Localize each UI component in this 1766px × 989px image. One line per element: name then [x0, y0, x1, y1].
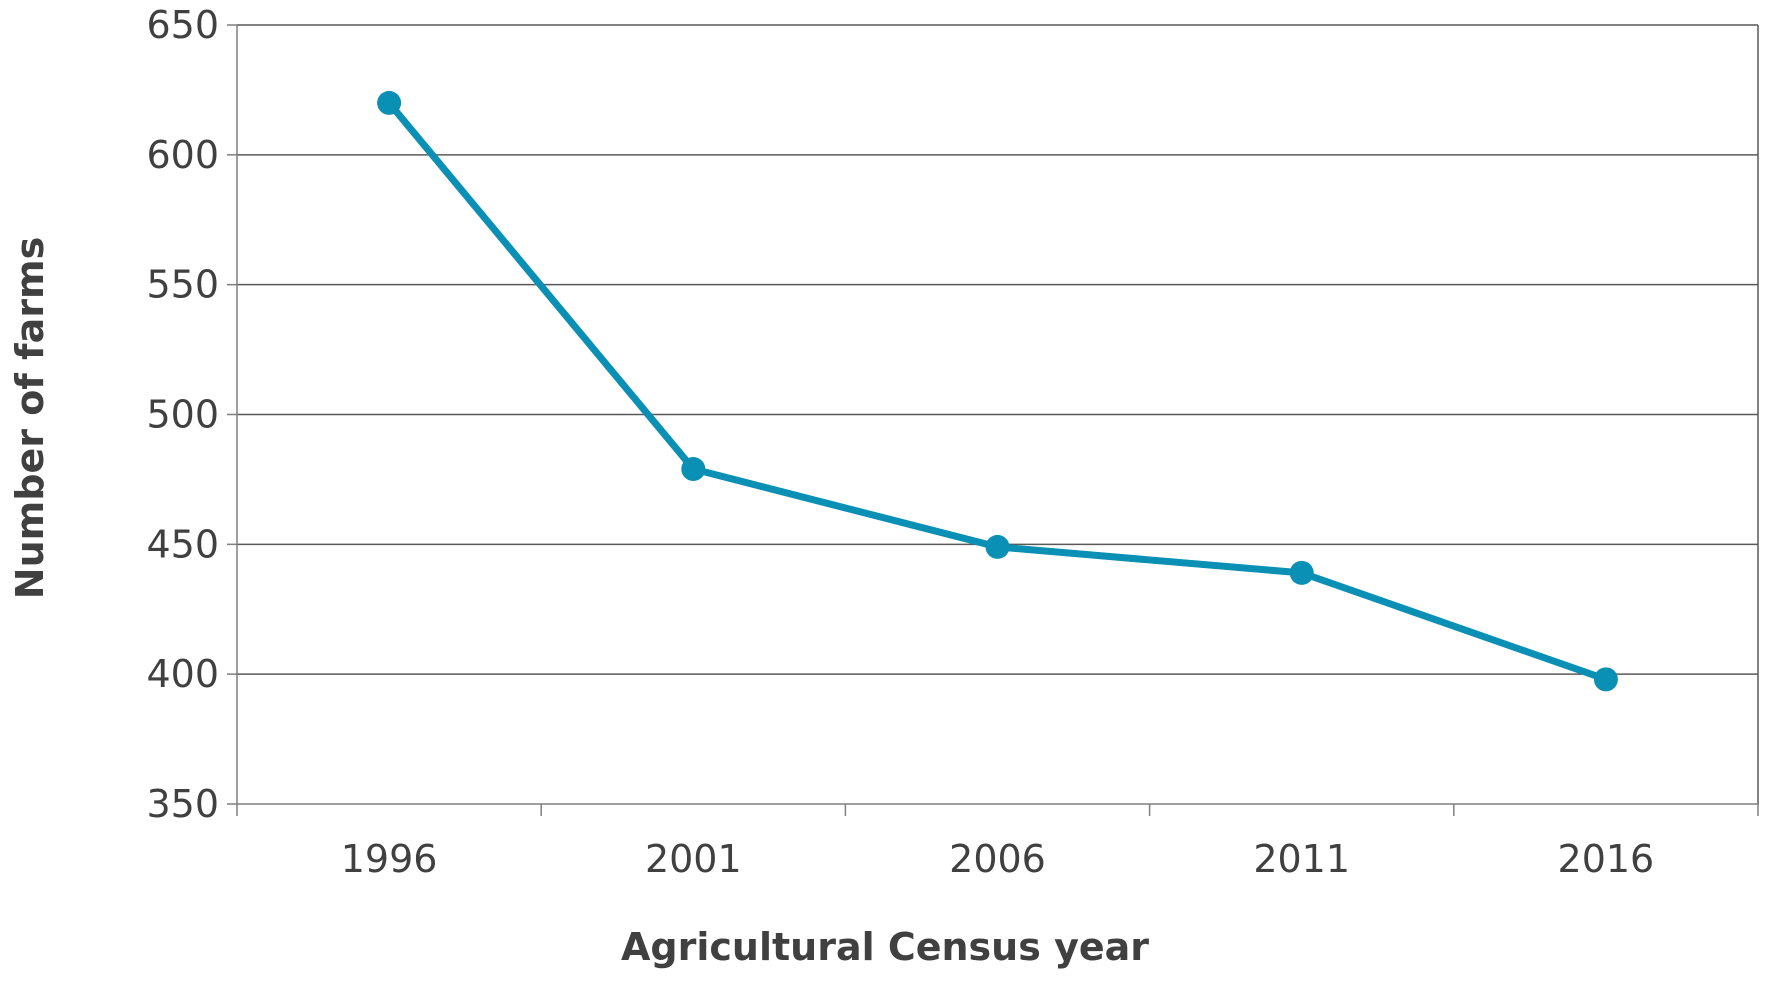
y-tick-labels: 350 400 450 500 550 600 650 [146, 3, 219, 826]
y-tick-label: 650 [146, 3, 219, 47]
x-tick-label: 2011 [1253, 837, 1350, 881]
y-tick-label: 600 [146, 133, 219, 177]
x-tick-label: 2006 [949, 837, 1046, 881]
series-layer [377, 90, 1618, 692]
data-point-2011 [1289, 560, 1314, 585]
data-point-1996 [377, 90, 402, 115]
y-tick-label: 500 [146, 393, 219, 437]
x-tick-label: 1996 [341, 837, 438, 881]
x-axis-title: Agricultural Census year [621, 925, 1149, 969]
series-line [385, 99, 1610, 683]
data-point-2016 [1593, 667, 1618, 692]
gridlines [237, 24, 1759, 804]
x-tick-label: 2001 [645, 837, 742, 881]
data-point-2001 [681, 457, 706, 482]
y-tick-label: 550 [146, 263, 219, 307]
x-tick-labels: 1996 2001 2006 2011 2016 [341, 837, 1655, 881]
y-axis-title: Number of farms [8, 237, 52, 599]
y-tick-label: 350 [146, 782, 219, 826]
data-point-2006 [985, 534, 1010, 559]
axes [227, 24, 1759, 816]
y-tick-label: 400 [146, 652, 219, 696]
y-tick-label: 450 [146, 522, 219, 566]
x-tick-label: 2016 [1558, 837, 1655, 881]
